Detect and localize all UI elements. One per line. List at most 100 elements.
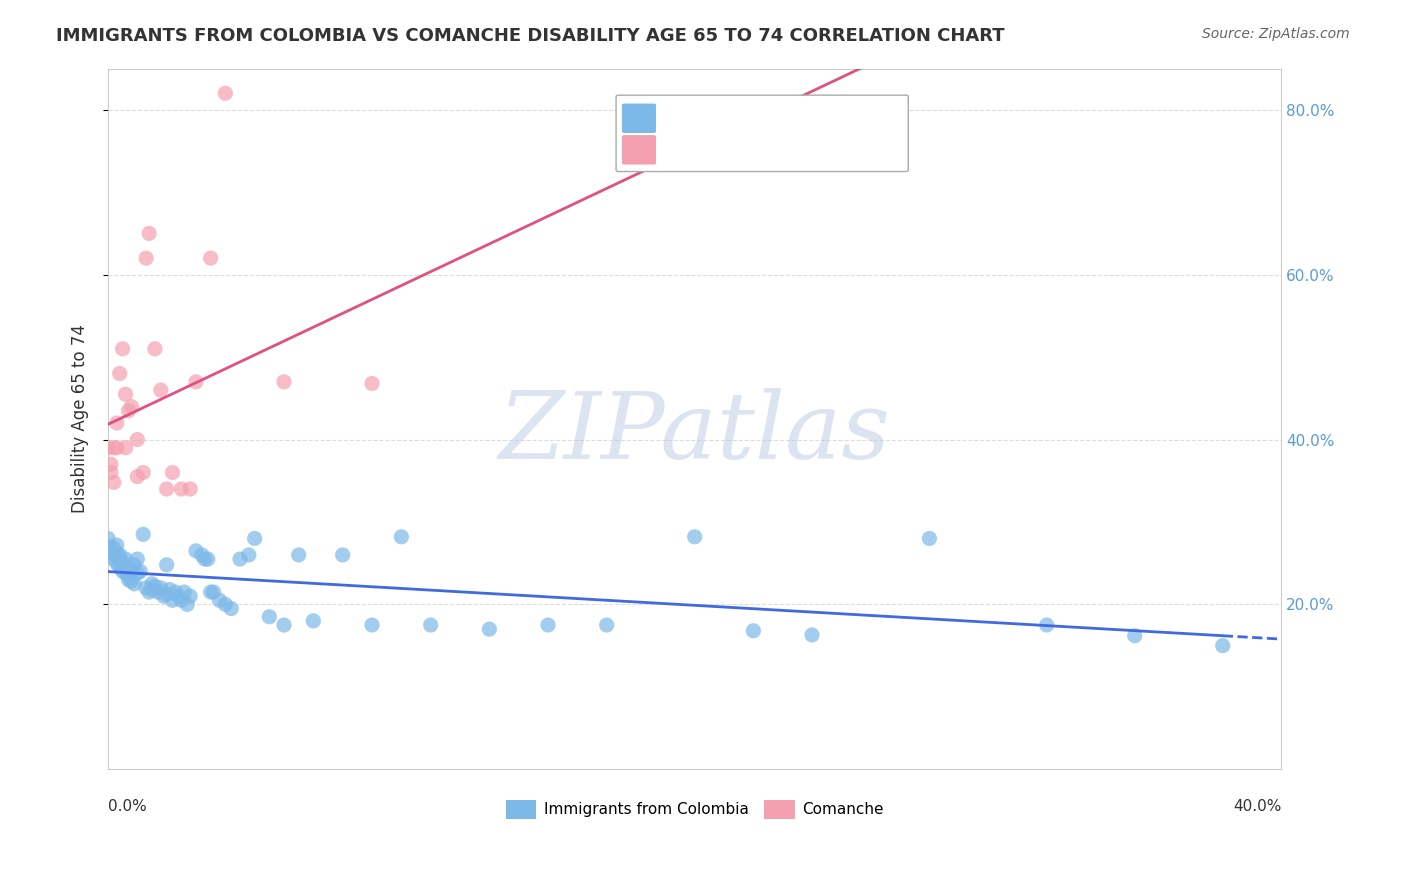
Immigrants from Colombia xyxy=(361,618,384,632)
Comanche xyxy=(143,342,166,356)
Immigrants from Colombia xyxy=(146,585,169,599)
Immigrants from Colombia xyxy=(105,546,128,560)
Immigrants from Colombia xyxy=(170,593,193,607)
Immigrants from Colombia xyxy=(194,552,217,566)
Text: ZIPatlas: ZIPatlas xyxy=(499,388,890,478)
Immigrants from Colombia xyxy=(97,532,120,546)
Immigrants from Colombia xyxy=(114,566,136,580)
Immigrants from Colombia xyxy=(103,552,125,566)
Immigrants from Colombia xyxy=(742,624,765,638)
Comanche xyxy=(361,376,384,391)
Comanche xyxy=(111,342,134,356)
Comanche xyxy=(105,441,128,455)
Immigrants from Colombia xyxy=(238,548,260,562)
Comanche xyxy=(120,400,142,414)
Immigrants from Colombia xyxy=(165,585,187,599)
Immigrants from Colombia xyxy=(124,576,146,591)
Comanche xyxy=(149,383,172,397)
Immigrants from Colombia xyxy=(595,618,617,632)
Y-axis label: Disability Age 65 to 74: Disability Age 65 to 74 xyxy=(72,325,89,514)
Immigrants from Colombia xyxy=(419,618,441,632)
Comanche xyxy=(200,251,222,265)
Immigrants from Colombia xyxy=(918,532,941,546)
Immigrants from Colombia xyxy=(1212,639,1234,653)
Immigrants from Colombia xyxy=(191,548,214,562)
Comanche xyxy=(184,375,207,389)
Comanche xyxy=(127,433,149,447)
Immigrants from Colombia xyxy=(156,558,179,572)
Immigrants from Colombia xyxy=(1123,629,1146,643)
Comanche xyxy=(273,375,295,389)
Comanche xyxy=(103,441,125,455)
Immigrants from Colombia xyxy=(127,566,149,580)
Comanche xyxy=(138,227,160,241)
Immigrants from Colombia xyxy=(143,579,166,593)
Immigrants from Colombia xyxy=(243,532,266,546)
Immigrants from Colombia xyxy=(141,576,163,591)
FancyBboxPatch shape xyxy=(621,103,657,133)
Comanche xyxy=(162,466,184,480)
Text: R =   0.331   N = 29: R = 0.331 N = 29 xyxy=(662,138,845,153)
Immigrants from Colombia xyxy=(389,530,412,544)
Text: 40.0%: 40.0% xyxy=(1233,799,1281,814)
Immigrants from Colombia xyxy=(114,560,136,574)
Comanche xyxy=(179,482,201,496)
Immigrants from Colombia xyxy=(100,544,122,558)
Immigrants from Colombia xyxy=(478,622,501,636)
Immigrants from Colombia xyxy=(162,593,184,607)
Immigrants from Colombia xyxy=(105,549,128,564)
Immigrants from Colombia xyxy=(302,614,325,628)
FancyBboxPatch shape xyxy=(621,135,657,164)
Text: 0.0%: 0.0% xyxy=(108,799,146,814)
Immigrants from Colombia xyxy=(111,555,134,569)
Comanche xyxy=(156,482,179,496)
Immigrants from Colombia xyxy=(132,527,155,541)
Immigrants from Colombia xyxy=(683,530,706,544)
Immigrants from Colombia xyxy=(111,558,134,572)
Immigrants from Colombia xyxy=(129,565,152,579)
Immigrants from Colombia xyxy=(138,585,160,599)
Immigrants from Colombia xyxy=(159,582,181,597)
Immigrants from Colombia xyxy=(117,568,139,582)
Immigrants from Colombia xyxy=(120,563,142,577)
Immigrants from Colombia xyxy=(287,548,309,562)
Immigrants from Colombia xyxy=(124,558,146,572)
Immigrants from Colombia xyxy=(259,609,281,624)
Immigrants from Colombia xyxy=(141,582,163,597)
Immigrants from Colombia xyxy=(200,585,222,599)
Immigrants from Colombia xyxy=(173,585,195,599)
Immigrants from Colombia xyxy=(108,560,131,574)
Immigrants from Colombia xyxy=(149,581,172,595)
Comanche xyxy=(100,457,122,471)
Immigrants from Colombia xyxy=(1035,618,1057,632)
Immigrants from Colombia xyxy=(117,573,139,587)
FancyBboxPatch shape xyxy=(616,95,908,171)
Immigrants from Colombia xyxy=(105,556,128,570)
Immigrants from Colombia xyxy=(273,618,295,632)
Comanche xyxy=(105,416,128,430)
Immigrants from Colombia xyxy=(108,548,131,562)
Comanche xyxy=(117,403,139,417)
Immigrants from Colombia xyxy=(219,601,242,615)
Immigrants from Colombia xyxy=(111,565,134,579)
Immigrants from Colombia xyxy=(176,598,198,612)
Immigrants from Colombia xyxy=(103,541,125,556)
Immigrants from Colombia xyxy=(152,589,174,603)
Immigrants from Colombia xyxy=(179,589,201,603)
Comanche xyxy=(170,482,193,496)
Legend: Immigrants from Colombia, Comanche: Immigrants from Colombia, Comanche xyxy=(499,794,890,825)
Comanche xyxy=(100,466,122,480)
Immigrants from Colombia xyxy=(202,585,225,599)
Immigrants from Colombia xyxy=(229,552,252,566)
Comanche xyxy=(135,251,157,265)
Immigrants from Colombia xyxy=(114,552,136,566)
Immigrants from Colombia xyxy=(156,588,179,602)
Text: IMMIGRANTS FROM COLOMBIA VS COMANCHE DISABILITY AGE 65 TO 74 CORRELATION CHART: IMMIGRANTS FROM COLOMBIA VS COMANCHE DIS… xyxy=(56,27,1005,45)
Immigrants from Colombia xyxy=(197,552,219,566)
Immigrants from Colombia xyxy=(105,538,128,552)
Immigrants from Colombia xyxy=(127,552,149,566)
Immigrants from Colombia xyxy=(100,540,122,554)
Immigrants from Colombia xyxy=(208,593,231,607)
Immigrants from Colombia xyxy=(214,598,236,612)
Comanche xyxy=(127,469,149,483)
